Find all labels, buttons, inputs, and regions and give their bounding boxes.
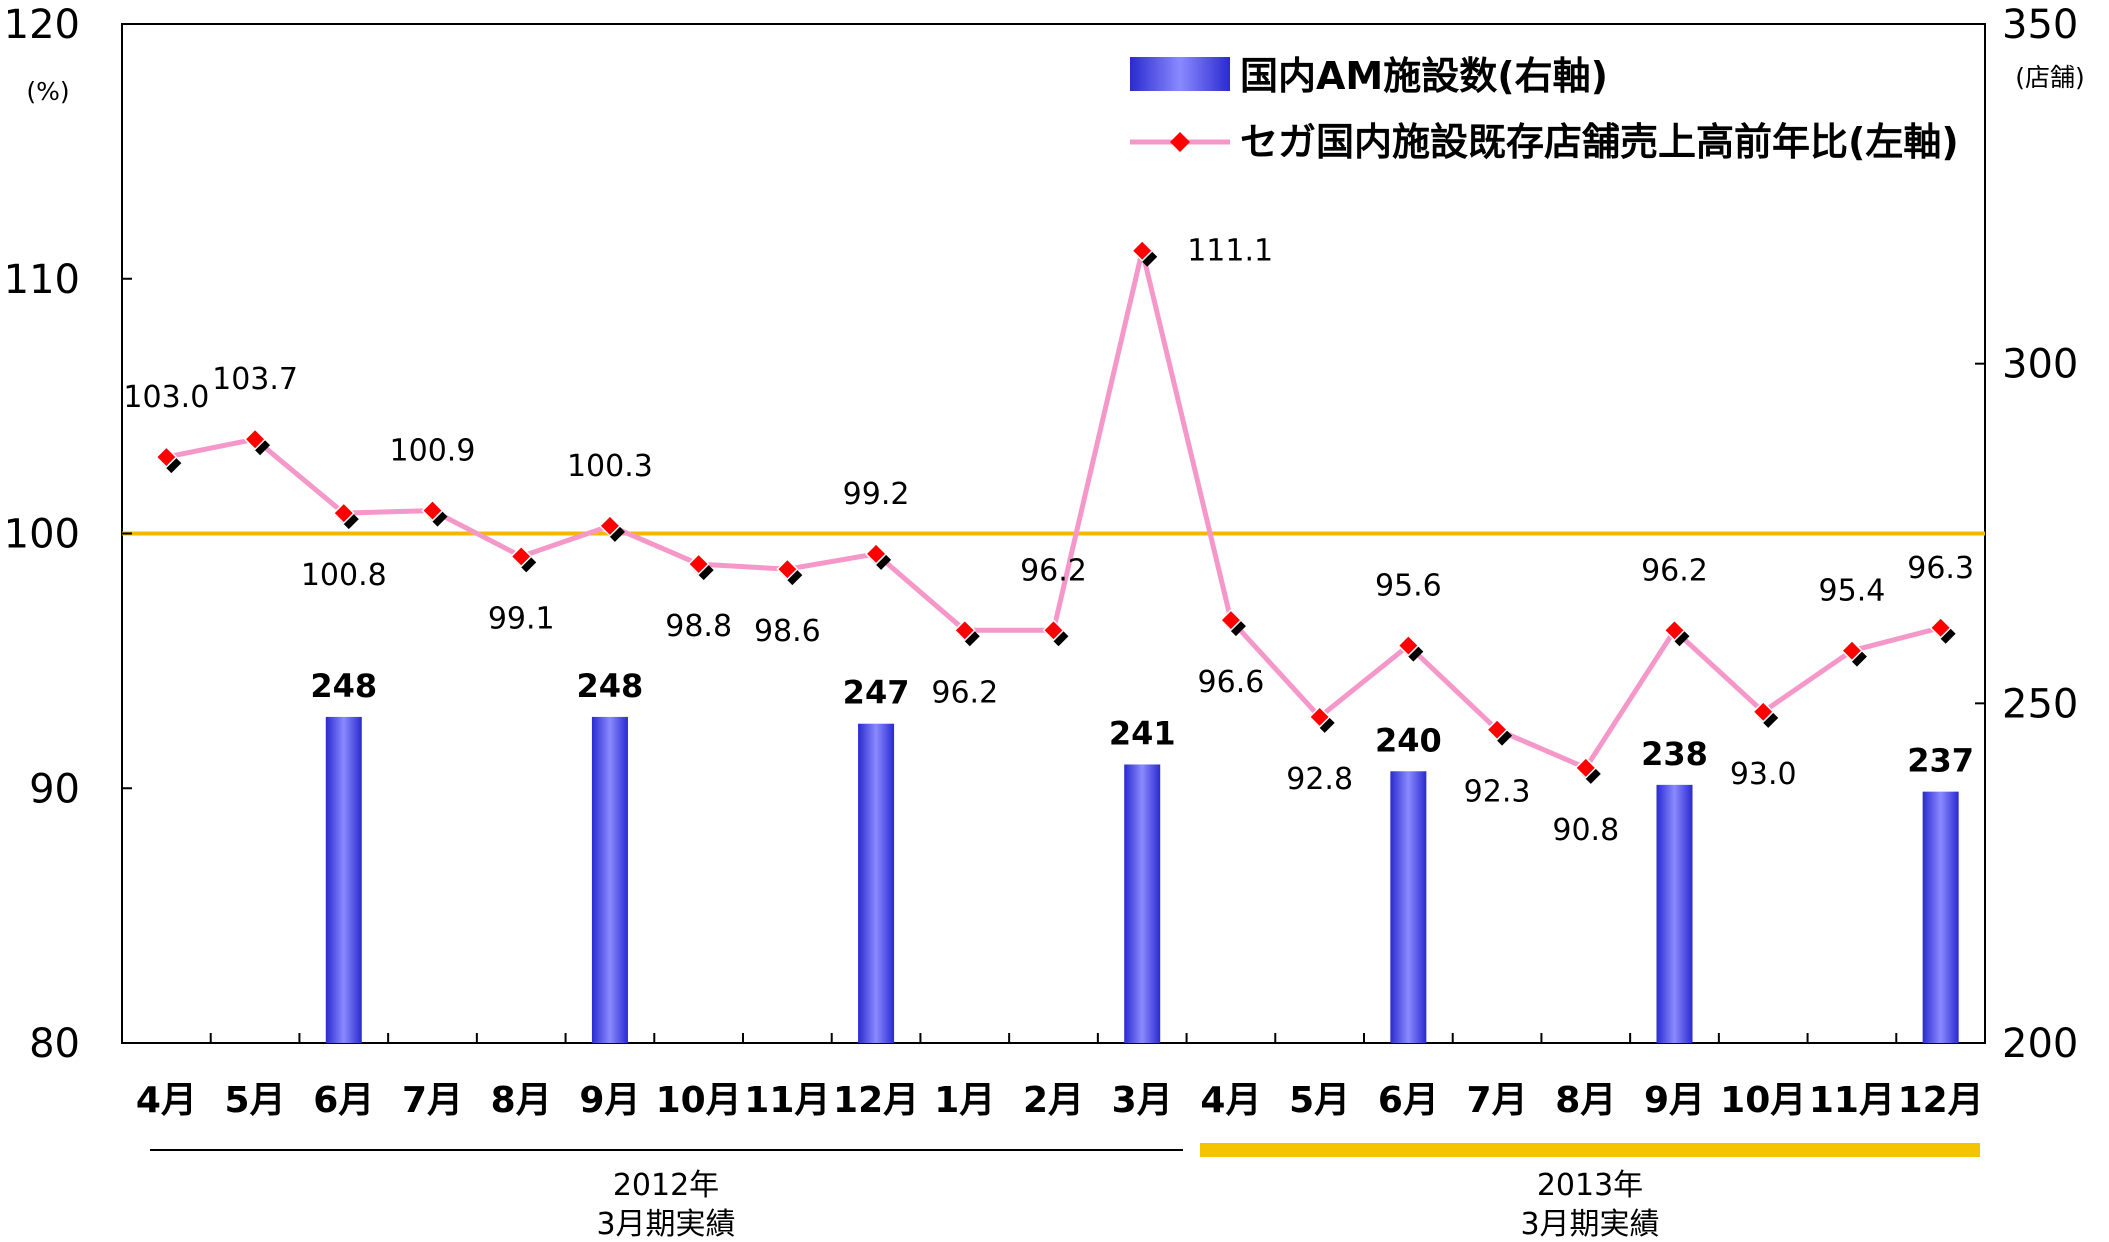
line-marker <box>1929 616 1952 639</box>
line-data-label: 98.6 <box>754 614 821 649</box>
line-marker <box>776 558 799 581</box>
bar-facility-count <box>1656 784 1693 1043</box>
right-axis-tick-label: 250 <box>2002 681 2078 727</box>
bar-facility-count <box>1124 764 1161 1043</box>
left-axis-unit: (%) <box>26 77 69 106</box>
line-data-label: 98.8 <box>665 609 732 644</box>
line-data-label: 96.2 <box>1020 553 1087 588</box>
line-marker <box>1663 619 1686 642</box>
x-axis-category-label: 2月 <box>1023 1080 1084 1121</box>
bar-facility-count <box>325 716 362 1043</box>
line-data-label: 96.6 <box>1198 665 1265 700</box>
x-axis-category-label: 6月 <box>1378 1080 1439 1121</box>
line-data-label: 99.1 <box>488 601 555 636</box>
left-axis-tick-label: 120 <box>4 2 80 48</box>
legend-bar-label: 国内AM施設数(右軸) <box>1240 54 1608 98</box>
right-axis-unit: (店舗) <box>2015 63 2085 92</box>
x-axis-category-label: 3月 <box>1112 1080 1173 1121</box>
line-marker <box>421 499 444 522</box>
line-marker <box>1752 700 1775 723</box>
bar-data-label: 241 <box>1109 714 1176 752</box>
left-axis-tick-label: 90 <box>29 766 80 812</box>
x-axis-category-label: 12月 <box>833 1080 919 1121</box>
line-data-label: 100.9 <box>390 434 476 469</box>
line-marker <box>510 545 533 568</box>
period-bracket-2013 <box>1200 1143 1980 1157</box>
line-marker <box>1840 639 1863 662</box>
line-marker <box>1308 705 1331 728</box>
x-axis-category-label: 5月 <box>225 1080 286 1121</box>
x-axis-category-label: 10月 <box>656 1080 742 1121</box>
line-marker <box>1219 609 1242 632</box>
line-data-label: 103.0 <box>123 380 209 415</box>
bar-data-label: 248 <box>310 667 377 705</box>
bar-facility-count <box>1922 791 1959 1043</box>
left-axis-tick-label: 80 <box>29 1021 80 1067</box>
line-data-label: 111.1 <box>1187 234 1273 269</box>
left-axis-tick-label: 110 <box>4 257 80 303</box>
period-label-2012-line1: 2012年 <box>613 1168 719 1203</box>
bar-data-label: 247 <box>843 674 910 712</box>
x-axis-category-label: 4月 <box>1200 1080 1261 1121</box>
legend-bar-swatch <box>1130 57 1230 91</box>
x-axis-category-label: 9月 <box>579 1080 640 1121</box>
bar-facility-count <box>858 723 895 1043</box>
bar-facility-count <box>591 716 628 1043</box>
period-label-2012-line2: 3月期実績 <box>596 1207 735 1242</box>
line-marker <box>687 553 710 576</box>
bar-data-label: 248 <box>577 667 644 705</box>
line-data-label: 100.3 <box>567 449 653 484</box>
x-axis-category-label: 8月 <box>491 1080 552 1121</box>
x-axis-category-label: 9月 <box>1644 1080 1705 1121</box>
x-axis-category-label: 8月 <box>1555 1080 1616 1121</box>
bar-facility-count <box>1390 771 1427 1043</box>
line-data-label: 96.3 <box>1907 551 1974 586</box>
line-data-label: 99.2 <box>843 477 910 512</box>
line-marker <box>1486 718 1509 741</box>
legend-line-label: セガ国内施設既存店舗売上高前年比(左軸) <box>1240 120 1959 164</box>
x-axis-category-label: 5月 <box>1289 1080 1350 1121</box>
line-data-label: 92.8 <box>1286 762 1353 797</box>
right-axis-tick-label: 350 <box>2002 2 2078 48</box>
line-data-label: 93.0 <box>1730 757 1797 792</box>
line-marker <box>1131 239 1154 262</box>
bar-data-label: 238 <box>1641 735 1708 773</box>
line-data-label: 92.3 <box>1464 775 1531 810</box>
line-data-label: 103.7 <box>212 362 298 397</box>
line-marker <box>155 446 178 469</box>
period-label-2013-line2: 3月期実績 <box>1520 1207 1659 1242</box>
line-data-label: 95.4 <box>1819 574 1886 609</box>
bar-data-label: 237 <box>1907 742 1974 780</box>
x-axis-category-label: 7月 <box>402 1080 463 1121</box>
line-data-label: 96.2 <box>1641 553 1708 588</box>
x-axis-category-label: 1月 <box>934 1080 995 1121</box>
left-axis-tick-label: 100 <box>4 512 80 558</box>
legend-line-marker <box>1170 132 1190 152</box>
x-axis-category-label: 6月 <box>313 1080 374 1121</box>
x-axis-category-label: 11月 <box>744 1080 830 1121</box>
line-data-label: 100.8 <box>301 558 387 593</box>
line-marker <box>953 619 976 642</box>
line-marker <box>1397 634 1420 657</box>
right-axis-tick-label: 300 <box>2002 342 2078 388</box>
line-marker <box>865 542 888 565</box>
line-data-label: 95.6 <box>1375 569 1442 604</box>
x-axis-category-label: 10月 <box>1720 1080 1806 1121</box>
bar-data-label: 240 <box>1375 721 1442 759</box>
x-axis-category-label: 11月 <box>1809 1080 1895 1121</box>
line-data-label: 96.2 <box>931 675 998 710</box>
x-axis-category-label: 4月 <box>136 1080 197 1121</box>
x-axis-category-label: 12月 <box>1898 1080 1984 1121</box>
line-marker <box>332 502 355 525</box>
line-data-label: 90.8 <box>1552 813 1619 848</box>
period-label-2013-line1: 2013年 <box>1537 1168 1643 1203</box>
line-marker <box>244 428 267 451</box>
line-marker <box>598 514 621 537</box>
line-marker <box>1574 756 1597 779</box>
right-axis-tick-label: 200 <box>2002 1021 2078 1067</box>
x-axis-category-label: 7月 <box>1467 1080 1528 1121</box>
line-marker <box>1042 619 1065 642</box>
